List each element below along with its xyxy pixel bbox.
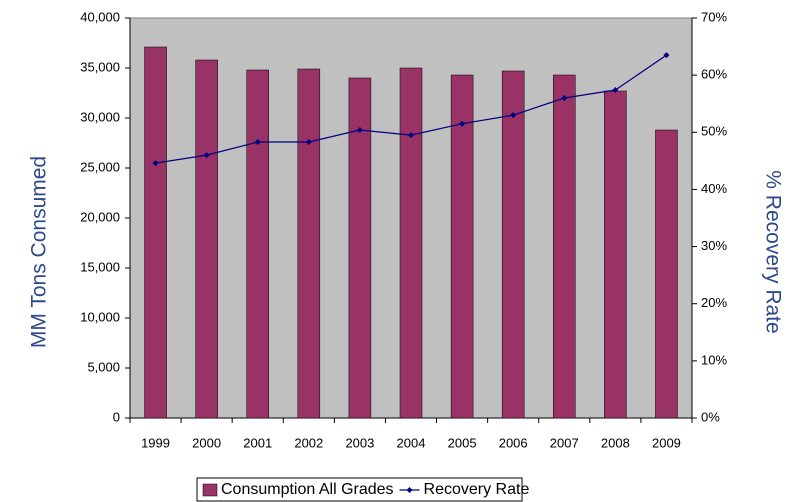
y2-tick-label: 40% (701, 181, 727, 196)
y2-tick-label: 30% (701, 238, 727, 253)
y2-axis-title: % Recovery Rate (761, 170, 784, 333)
legend-marker (406, 487, 413, 493)
bar (553, 74, 576, 419)
x-tick-label: 2001 (243, 435, 272, 450)
x-tick-label: 2003 (345, 435, 374, 450)
y2-tick-label: 20% (701, 295, 727, 310)
bar (348, 77, 372, 419)
x-tick-label: 2005 (448, 435, 477, 450)
y2-tick-label: 0% (701, 409, 720, 424)
bar (195, 59, 218, 419)
x-tick-label: 2006 (499, 435, 528, 450)
x-tick-label: 2004 (397, 435, 426, 450)
line-marker (254, 139, 261, 145)
line-marker (305, 139, 312, 145)
x-tick-label: 2007 (550, 435, 579, 450)
y-axis-title: MM Tons Consumed (28, 156, 51, 348)
y-tick-label: 25,000 (80, 159, 120, 174)
legend-label: Recovery Rate (424, 481, 530, 498)
line-marker (356, 127, 363, 133)
y-tick-label: 35,000 (80, 59, 120, 74)
y2-tick-label: 10% (701, 352, 727, 367)
x-tick-label: 2000 (192, 435, 221, 450)
y-tick-label: 40,000 (80, 9, 120, 24)
bar (399, 67, 423, 419)
y2-tick-label: 60% (701, 67, 727, 82)
y-tick-label: 20,000 (80, 209, 120, 224)
bar (604, 90, 627, 419)
line-marker (152, 160, 159, 167)
line-marker (612, 87, 619, 93)
line-marker (203, 152, 210, 159)
line-marker (510, 112, 517, 119)
bar (246, 69, 269, 419)
x-tick-label: 2002 (294, 435, 323, 450)
line-marker (408, 132, 414, 139)
line-marker (663, 52, 670, 59)
line-marker (459, 120, 466, 127)
y-tick-label: 5,000 (87, 359, 120, 374)
legend-swatch (202, 483, 218, 497)
bar (501, 70, 525, 419)
x-tick-label: 2009 (652, 435, 681, 450)
y-tick-label: 15,000 (80, 259, 120, 274)
legend-box (196, 477, 523, 502)
bar (655, 129, 678, 419)
bar (297, 68, 321, 419)
bar (450, 74, 474, 419)
y-tick-label: 30,000 (80, 109, 120, 124)
x-tick-label: 1999 (141, 435, 170, 450)
line-marker (561, 95, 568, 101)
bar (144, 46, 167, 419)
legend-label: Consumption All Grades (221, 481, 394, 498)
y2-tick-label: 70% (701, 9, 727, 24)
x-tick-label: 2008 (601, 435, 630, 450)
y2-tick-label: 50% (701, 124, 727, 139)
y-tick-label: 0 (113, 409, 120, 424)
y-tick-label: 10,000 (80, 309, 120, 324)
